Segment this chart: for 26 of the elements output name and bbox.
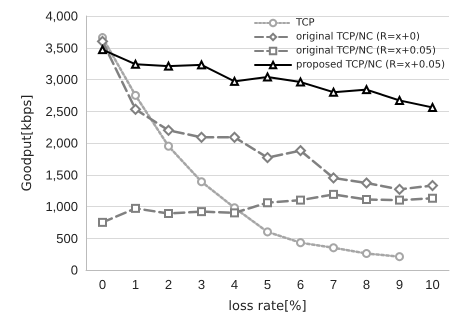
- y-tick-label: 1,500: [45, 167, 78, 182]
- x-axis-title: loss rate[%]: [228, 299, 307, 314]
- x-tick-label: 6: [296, 277, 304, 292]
- legend-label: original TCP/NC (R=x+0.05): [296, 46, 436, 56]
- x-tick-label: 2: [164, 277, 172, 292]
- x-tick-label: 5: [264, 277, 272, 292]
- y-tick-label: 0: [70, 262, 78, 278]
- x-tick-label: 0: [98, 277, 106, 292]
- legend-label: TCP: [295, 18, 315, 28]
- legend-label: proposed TCP/NC (R=x+0.05): [296, 60, 446, 70]
- y-tick-label: 1,000: [45, 199, 78, 214]
- y-tick-label: 4,000: [45, 8, 78, 24]
- x-tick-label: 7: [330, 277, 338, 292]
- y-tick-label: 2,500: [45, 104, 78, 119]
- y-tick-label: 3,000: [45, 72, 78, 87]
- y-axis-title: Goodput[kbps]: [20, 94, 35, 192]
- legend-label: original TCP/NC (R=x+0): [296, 32, 420, 42]
- x-tick-label: 9: [396, 277, 404, 292]
- x-tick-label: 1: [132, 277, 140, 292]
- y-tick-label: 500: [56, 230, 78, 246]
- x-tick-label: 8: [362, 277, 370, 292]
- x-tick-label: 10: [425, 277, 440, 292]
- x-tick-label: 3: [198, 277, 206, 292]
- x-tick-label: 4: [230, 277, 238, 292]
- y-tick-label: 2,000: [45, 136, 78, 150]
- y-tick-label: 3,500: [45, 40, 78, 56]
